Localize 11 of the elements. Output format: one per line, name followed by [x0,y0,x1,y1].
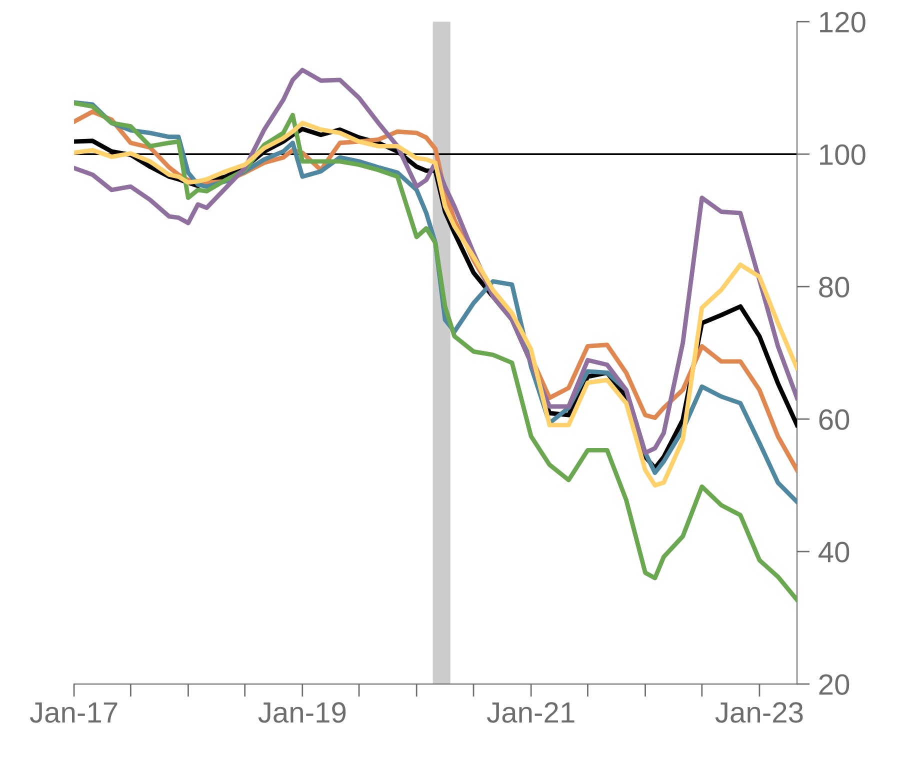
line-series [74,100,798,602]
x-tick-label: Jan-19 [258,702,346,723]
x-tick-label: Jan-17 [30,702,118,723]
y-tick-label: 40 [818,542,850,562]
y-tick-label: 120 [820,12,866,33]
x-tick-label: Jan-21 [486,702,574,723]
x-tick-label: Jan-23 [715,702,803,723]
y-tick-label: 60 [819,409,850,430]
y-tick-label: 80 [819,276,850,298]
y-tick-label: 100 [820,144,866,165]
y-tick-label: 20 [819,674,850,695]
